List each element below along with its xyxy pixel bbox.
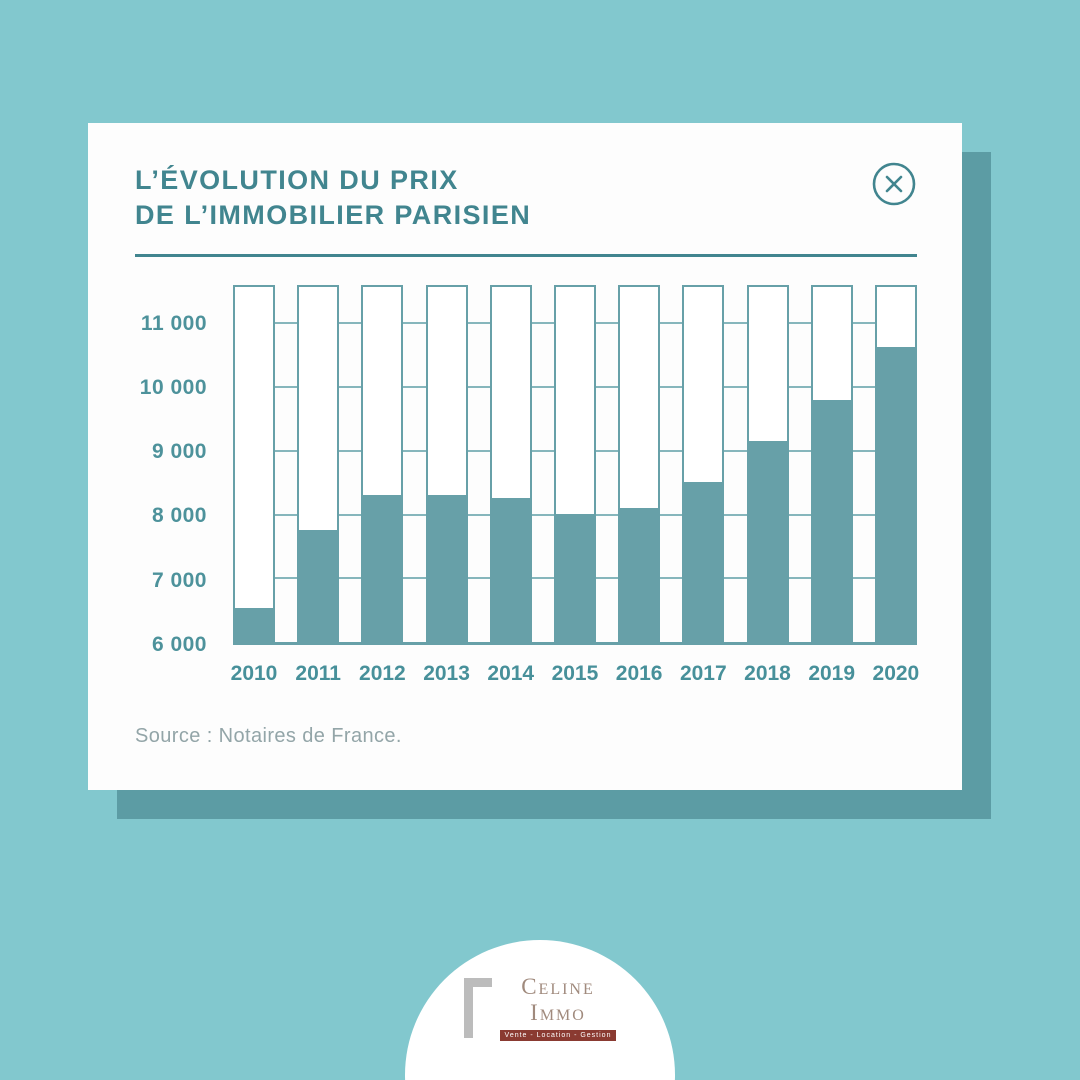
bar-frame <box>361 285 404 642</box>
bar <box>748 441 787 640</box>
x-tick-label: 2018 <box>744 662 791 685</box>
y-tick-label: 6 000 <box>151 633 207 656</box>
y-axis-labels: 6 000 7 000 8 000 9 000 10 000 11 000 <box>135 285 207 656</box>
x-tick-label: 2010 <box>230 662 278 685</box>
x-tick-label: 2020 <box>872 662 920 685</box>
y-tick-label: 9 000 <box>151 440 207 464</box>
x-tick-label: 2016 <box>615 662 663 685</box>
bar <box>876 346 915 640</box>
logo-circle: Celine Immo Vente - Location - Gestion <box>405 940 675 1080</box>
source-note: Source : Notaires de France. <box>135 725 402 747</box>
x-tick-label: 2017 <box>679 662 727 685</box>
title-divider <box>135 254 917 257</box>
title-line-1: L’ÉVOLUTION DU PRIX <box>135 165 459 195</box>
bar <box>555 513 594 640</box>
x-tick-label: 2019 <box>808 662 856 685</box>
bars <box>233 285 917 642</box>
bar <box>363 495 402 640</box>
y-tick-label: 10 000 <box>139 375 207 399</box>
celine-immo-logo: Celine Immo Vente - Location - Gestion <box>405 940 675 1041</box>
x-tick-label: 2011 <box>295 662 341 685</box>
plot-area <box>233 285 917 645</box>
logo-text: Celine Immo Vente - Location - Gestion <box>499 974 617 1041</box>
logo-name-line1: Celine <box>521 974 595 999</box>
bar <box>684 482 723 640</box>
bar-frame <box>233 285 275 642</box>
logo-bracket-icon <box>463 978 492 1038</box>
bar <box>812 400 851 640</box>
bar-frame <box>297 285 340 642</box>
bar-chart: 6 000 7 000 8 000 9 000 10 000 11 000 2010 201… <box>135 285 919 685</box>
bar <box>299 529 338 640</box>
logo-tagline: Vente - Location - Gestion <box>499 1030 617 1041</box>
x-axis-labels: 2010 2011 2012 2013 2014 2015 2016 2017 2018 2019… <box>230 662 920 686</box>
bar-frame <box>489 285 532 642</box>
y-tick-label: 8 000 <box>151 504 207 528</box>
bar <box>491 498 530 640</box>
bar-frame <box>425 285 468 642</box>
bar <box>235 608 273 640</box>
bar <box>620 507 659 640</box>
x-tick-label: 2012 <box>359 662 406 685</box>
bar-frame <box>874 285 917 642</box>
title-line-2: DE L’IMMOBILIER PARISIEN <box>135 200 532 230</box>
logo-name-line2: Immo <box>530 1000 586 1025</box>
circled-x-icon <box>872 162 916 206</box>
bar-frame <box>682 285 725 642</box>
y-tick-label: 7 000 <box>151 568 207 592</box>
x-tick-label: 2015 <box>551 662 599 685</box>
bar-frame <box>553 285 596 642</box>
bar <box>427 495 466 640</box>
y-tick-label: 11 000 <box>140 311 207 335</box>
bar-frame <box>746 285 789 642</box>
bar-frame <box>810 285 853 642</box>
bar-frame <box>618 285 661 642</box>
page-title: L’ÉVOLUTION DU PRIX DE L’IMMOBILIER PARI… <box>135 163 531 233</box>
chart-card: L’ÉVOLUTION DU PRIX DE L’IMMOBILIER PARI… <box>88 123 962 790</box>
x-tick-label: 2014 <box>487 662 535 685</box>
x-tick-label: 2013 <box>423 662 470 685</box>
close-button[interactable] <box>871 161 917 207</box>
